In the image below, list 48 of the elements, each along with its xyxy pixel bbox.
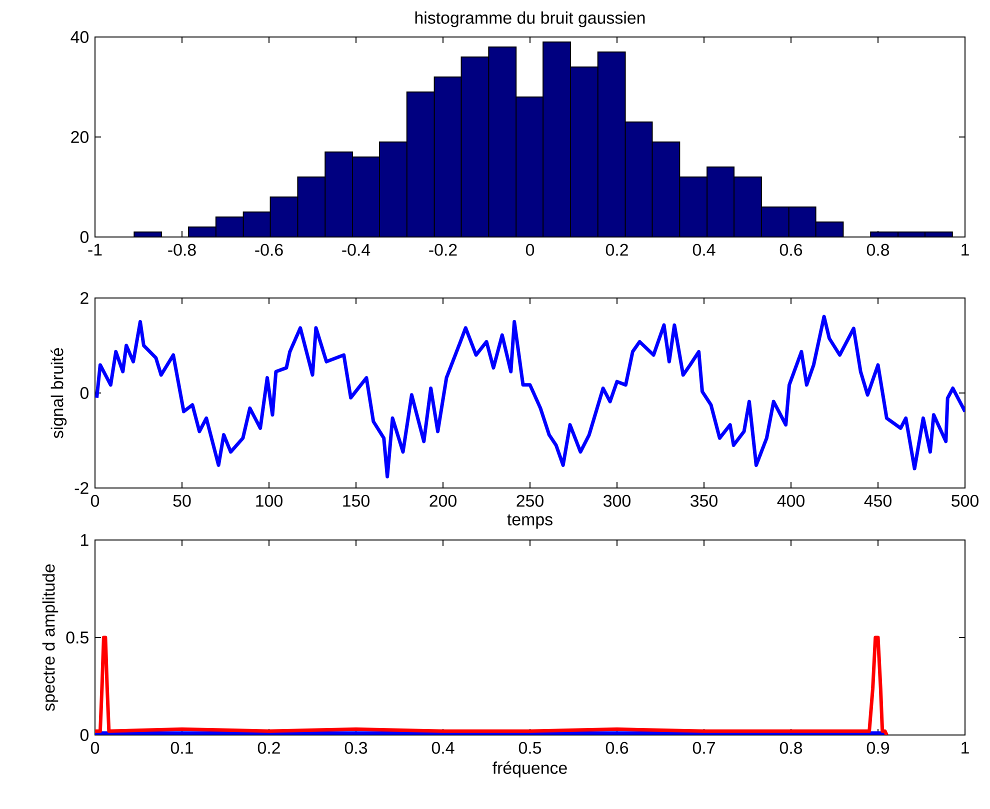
x-tick-label: 0 — [90, 742, 100, 754]
x-tick-label: 500 — [952, 494, 978, 507]
x-axis-title: fréquence — [492, 761, 567, 778]
x-tick-label: 50 — [173, 494, 191, 507]
x-tick-label: 0.2 — [258, 742, 280, 754]
y-tick-label: 0.5 — [66, 632, 88, 644]
x-tick-label: 0.4 — [692, 244, 716, 256]
y-tick-label: 20 — [71, 131, 88, 143]
x-tick-label: 0.9 — [866, 742, 889, 754]
x-tick-label: 0 — [90, 494, 100, 507]
y-tick-label: 1 — [81, 534, 88, 546]
x-tick-label: 0.8 — [780, 742, 802, 754]
y-tick-label: 0 — [80, 729, 88, 742]
y-tick-label: -2 — [74, 482, 88, 494]
x-tick-label: 0.7 — [692, 742, 715, 754]
x-tick-label: -0.6 — [255, 244, 283, 256]
x-tick-label: 0 — [526, 244, 534, 256]
x-tick-label: 350 — [690, 494, 718, 507]
y-axis-title: signal bruité — [50, 348, 67, 438]
x-tick-label: 0.3 — [344, 742, 368, 754]
line-series — [95, 314, 966, 478]
x-tick-label: 250 — [516, 494, 544, 507]
x-tick-label: 1 — [962, 742, 969, 754]
y-axis-title: spectre d amplitude — [42, 564, 58, 711]
x-tick-label: 400 — [777, 494, 804, 507]
x-tick-label: 100 — [256, 494, 282, 507]
x-tick-label: 150 — [343, 494, 370, 507]
x-tick-label: 1 — [962, 244, 969, 256]
y-tick-label: 2 — [80, 292, 88, 304]
x-tick-label: 300 — [604, 494, 630, 507]
x-tick-label: 0.6 — [780, 244, 802, 256]
chart-title: histogramme du bruit gaussien — [415, 11, 645, 28]
x-tick-label: -0.8 — [168, 244, 196, 256]
x-tick-label: 0.5 — [518, 742, 542, 754]
x-tick-label: 200 — [430, 494, 456, 507]
x-tick-label: -0.4 — [342, 244, 370, 256]
x-axis-title: temps — [507, 514, 552, 529]
x-tick-label: -1 — [88, 244, 102, 256]
y-tick-label: 40 — [70, 31, 88, 44]
x-tick-label: 0.8 — [866, 244, 890, 256]
x-tick-label: 0.6 — [606, 742, 628, 754]
x-tick-label: 0.1 — [170, 742, 193, 754]
x-tick-label: 450 — [864, 494, 892, 507]
x-tick-label: -0.2 — [429, 244, 457, 256]
x-tick-label: 0.4 — [432, 742, 454, 754]
y-tick-label: 0 — [80, 387, 89, 400]
x-tick-label: 0.2 — [606, 244, 628, 256]
y-tick-label: 0 — [80, 231, 89, 243]
